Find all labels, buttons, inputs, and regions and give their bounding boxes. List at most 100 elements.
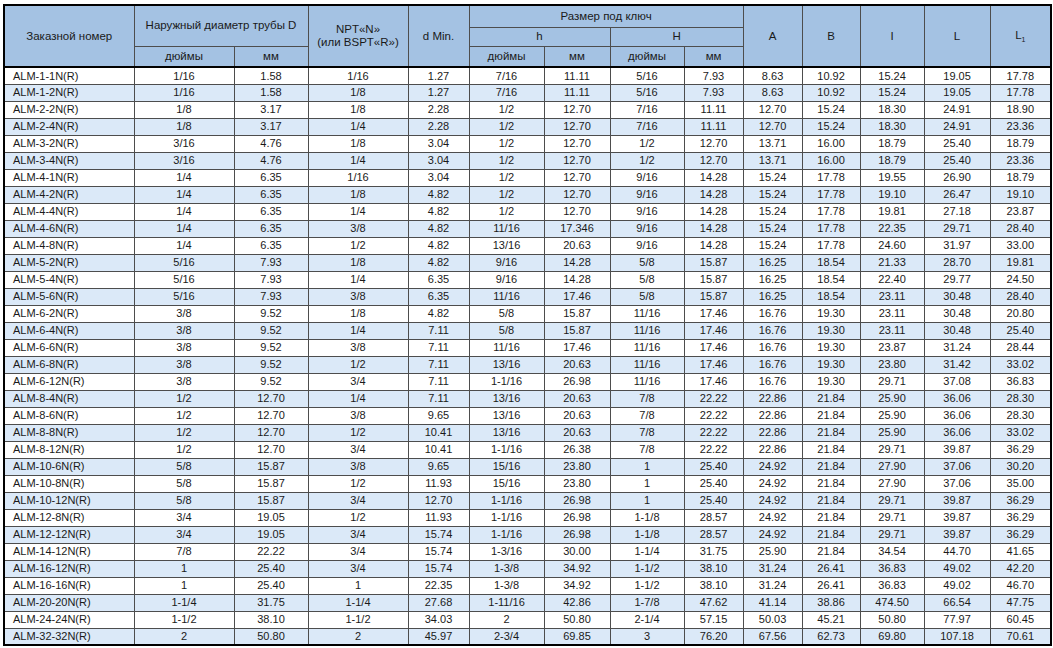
value-cell: 36.29 [990, 492, 1051, 509]
value-cell: 17.346 [544, 220, 610, 237]
value-cell: 3/8 [308, 220, 408, 237]
value-cell: 1/2 [469, 152, 544, 169]
value-cell: 1/4 [134, 203, 234, 220]
value-cell: 5/8 [610, 254, 684, 271]
value-cell: 25.90 [743, 543, 802, 560]
order-number-cell: ALM-6-4N(R) [4, 322, 134, 339]
value-cell: 24.91 [924, 118, 990, 135]
value-cell: 16.76 [743, 373, 802, 390]
value-cell: 27.18 [924, 203, 990, 220]
value-cell: 18.79 [860, 152, 924, 169]
value-cell: 24.91 [924, 101, 990, 118]
value-cell: 10.41 [408, 441, 469, 458]
value-cell: 69.85 [544, 628, 610, 645]
value-cell: 21.84 [802, 407, 860, 424]
table-row: ALM-16-12N(R)125.403/415.741-3/834.921-1… [4, 560, 1051, 577]
value-cell: 11.93 [408, 509, 469, 526]
value-cell: 1/2 [469, 101, 544, 118]
value-cell: 36.06 [924, 407, 990, 424]
value-cell: 37.06 [924, 458, 990, 475]
value-cell: 19.10 [860, 186, 924, 203]
value-cell: 25.40 [924, 135, 990, 152]
value-cell: 1-7/8 [610, 594, 684, 611]
value-cell: 19.10 [990, 186, 1051, 203]
table-row: ALM-4-6N(R)1/46.353/84.8211/1617.3469/16… [4, 220, 1051, 237]
value-cell: 474.50 [860, 594, 924, 611]
value-cell: 39.87 [924, 441, 990, 458]
value-cell: 9/16 [610, 169, 684, 186]
value-cell: 7/8 [610, 407, 684, 424]
value-cell: 10.92 [802, 67, 860, 84]
value-cell: 7/16 [469, 67, 544, 84]
value-cell: 29.71 [860, 509, 924, 526]
value-cell: 1-1/4 [308, 594, 408, 611]
table-row: ALM-2-2N(R)1/83.171/82.281/212.707/1611.… [4, 101, 1051, 118]
value-cell: 5/16 [134, 254, 234, 271]
value-cell: 21.84 [802, 492, 860, 509]
value-cell: 28.70 [924, 254, 990, 271]
value-cell: 1/16 [308, 169, 408, 186]
value-cell: 9.65 [408, 458, 469, 475]
value-cell: 3/4 [308, 492, 408, 509]
value-cell: 25.40 [234, 560, 308, 577]
value-cell: 7/8 [610, 424, 684, 441]
value-cell: 1.27 [408, 67, 469, 84]
value-cell: 36.06 [924, 390, 990, 407]
value-cell: 16.00 [802, 135, 860, 152]
value-cell: 28.40 [990, 288, 1051, 305]
value-cell: 33.02 [990, 356, 1051, 373]
value-cell: 1/2 [308, 475, 408, 492]
value-cell: 50.03 [743, 611, 802, 628]
header-diameter-mm: мм [234, 46, 308, 67]
value-cell: 14.28 [684, 220, 743, 237]
value-cell: 1/8 [134, 101, 234, 118]
value-cell: 18.54 [802, 271, 860, 288]
value-cell: 21.84 [802, 424, 860, 441]
value-cell: 22.22 [234, 543, 308, 560]
value-cell: 7.93 [234, 254, 308, 271]
value-cell: 19.30 [802, 322, 860, 339]
order-number-cell: ALM-8-6N(R) [4, 407, 134, 424]
value-cell: 41.65 [990, 543, 1051, 560]
value-cell: 1-11/16 [469, 594, 544, 611]
value-cell: 5/8 [610, 288, 684, 305]
value-cell: 36.29 [990, 441, 1051, 458]
value-cell: 1/4 [308, 322, 408, 339]
value-cell: 25.40 [990, 322, 1051, 339]
value-cell: 62.73 [802, 628, 860, 645]
value-cell: 27.90 [860, 475, 924, 492]
value-cell: 16.76 [743, 356, 802, 373]
value-cell: 18.79 [860, 135, 924, 152]
order-number-cell: ALM-4-1N(R) [4, 169, 134, 186]
value-cell: 7/16 [610, 101, 684, 118]
value-cell: 2 [134, 628, 234, 645]
value-cell: 11/16 [610, 356, 684, 373]
table-row: ALM-5-4N(R)5/167.931/46.359/1614.285/815… [4, 271, 1051, 288]
value-cell: 16.76 [743, 305, 802, 322]
table-row: ALM-5-2N(R)5/167.931/84.829/1614.285/815… [4, 254, 1051, 271]
value-cell: 1-1/8 [610, 526, 684, 543]
value-cell: 23.80 [544, 475, 610, 492]
value-cell: 1 [134, 577, 234, 594]
value-cell: 15.74 [408, 543, 469, 560]
value-cell: 19.05 [234, 509, 308, 526]
table-row: ALM-20-20N(R)1-1/431.751-1/427.681-11/16… [4, 594, 1051, 611]
value-cell: 12.70 [544, 101, 610, 118]
value-cell: 29.77 [924, 271, 990, 288]
value-cell: 57.15 [684, 611, 743, 628]
value-cell: 22.22 [684, 441, 743, 458]
value-cell: 3/4 [308, 373, 408, 390]
value-cell: 25.40 [684, 475, 743, 492]
table-row: ALM-12-8N(R)3/419.051/211.931-1/1626.981… [4, 509, 1051, 526]
header-H-inches: дюймы [610, 46, 684, 67]
value-cell: 39.87 [924, 509, 990, 526]
value-cell: 50.80 [544, 611, 610, 628]
value-cell: 18.30 [860, 101, 924, 118]
value-cell: 15/16 [469, 458, 544, 475]
value-cell: 38.86 [802, 594, 860, 611]
table-row: ALM-12-12N(R)3/419.053/415.741-1/1626.98… [4, 526, 1051, 543]
value-cell: 5/16 [134, 271, 234, 288]
value-cell: 21.84 [802, 458, 860, 475]
value-cell: 26.98 [544, 492, 610, 509]
value-cell: 67.56 [743, 628, 802, 645]
